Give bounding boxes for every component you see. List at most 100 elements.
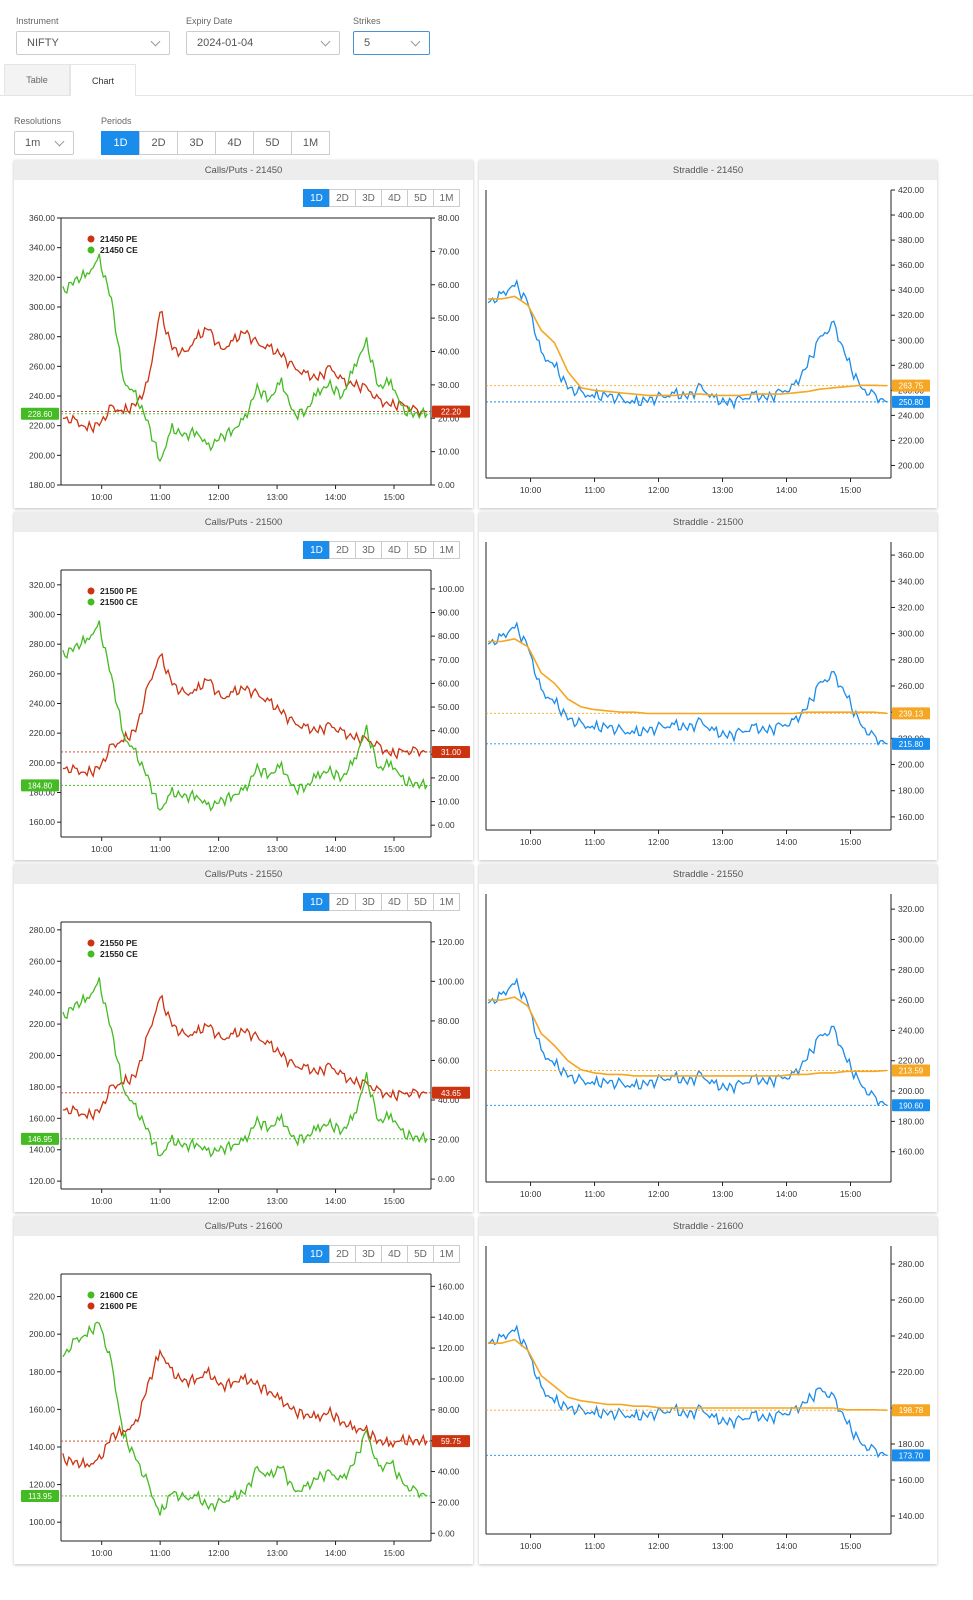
left-tick-label: 220.00	[29, 1019, 55, 1029]
last-value-label: 198.78	[899, 1406, 924, 1415]
x-tick-label: 13:00	[266, 844, 288, 854]
chart-period-3d-button[interactable]: 3D	[355, 893, 382, 911]
x-tick-label: 12:00	[208, 1548, 230, 1558]
x-tick-label: 13:00	[266, 492, 288, 502]
series-line-straddle	[487, 977, 888, 1107]
right-tick-label: 40.00	[438, 347, 460, 357]
last-value-badge	[892, 1449, 930, 1462]
instrument-group: Instrument NIFTY	[16, 16, 170, 55]
right-tick-label: 380.00	[898, 235, 924, 245]
chart-period-2d-button[interactable]: 2D	[329, 189, 356, 207]
left-tick-label: 160.00	[29, 1404, 55, 1414]
expiry-value: 2024-01-04	[197, 37, 254, 49]
legend-marker	[87, 598, 95, 606]
instrument-label: Instrument	[16, 16, 59, 26]
chart-svg: 10:00 11:00 12:00 13:00 14:00 15:00 160.00 180.…	[485, 542, 930, 847]
x-tick-label: 11:00	[584, 485, 605, 495]
x-tick-label: 14:00	[776, 1541, 798, 1551]
period-4d-button[interactable]: 4D	[215, 131, 254, 155]
last-value-label: 146.95	[28, 1135, 53, 1144]
calls-puts-panel: Calls/Puts - 21600 1D 2D 3D 4D 5D 1M 10:00 11:00…	[14, 1216, 473, 1564]
chart-period-1d-button[interactable]: 1D	[303, 189, 330, 207]
chevron-down-icon	[150, 36, 161, 46]
straddle-panel: Straddle - 21500 10:00 11:00 12:00 13:00 14:0…	[479, 512, 937, 860]
left-tick-label: 100.00	[29, 1517, 55, 1527]
left-tick-label: 140.00	[29, 1145, 55, 1155]
right-tick-label: 200.00	[898, 1086, 924, 1096]
left-tick-label: 320.00	[29, 272, 55, 282]
period-1d-button[interactable]: 1D	[101, 131, 140, 155]
chart-period-1m-button[interactable]: 1M	[433, 541, 460, 559]
period-3d-button[interactable]: 3D	[177, 131, 216, 155]
calls-puts-panel: Calls/Puts - 21550 1D 2D 3D 4D 5D 1M 10:00 11:00…	[14, 864, 473, 1212]
tab-chart[interactable]: Chart	[70, 64, 136, 96]
period-2d-button[interactable]: 2D	[139, 131, 178, 155]
strikes-group: Strikes 5	[353, 16, 430, 55]
right-tick-label: 160.00	[898, 1475, 924, 1485]
instrument-select[interactable]: NIFTY	[16, 31, 170, 55]
chart-period-1m-button[interactable]: 1M	[433, 1245, 460, 1263]
x-tick-label: 14:00	[325, 844, 347, 854]
period-1m-button[interactable]: 1M	[291, 131, 330, 155]
legend-marker	[87, 1291, 95, 1299]
x-tick-label: 11:00	[584, 1189, 605, 1199]
legend-label: 21450 PE	[100, 234, 138, 244]
last-value-label: 250.80	[899, 398, 924, 407]
chart-controls: Resolutions 1m Periods 1D 2D 3D 4D 5D 1M	[0, 112, 973, 158]
last-value-label: 22.20	[441, 408, 462, 417]
right-tick-label: 360.00	[898, 550, 924, 560]
left-tick-label: 240.00	[29, 699, 55, 709]
chart-title: Calls/Puts - 21500	[14, 512, 473, 532]
last-value-badge	[21, 779, 59, 792]
chart-period-4d-button[interactable]: 4D	[381, 189, 408, 207]
right-tick-label: 60.00	[438, 280, 460, 290]
right-tick-label: 160.00	[898, 812, 924, 822]
x-tick-label: 11:00	[150, 492, 171, 502]
right-tick-label: 240.00	[898, 410, 924, 420]
expiry-select[interactable]: 2024-01-04	[186, 31, 340, 55]
legend-marker	[87, 939, 95, 947]
chart-title: Calls/Puts - 21550	[14, 864, 473, 884]
tab-table[interactable]: Table	[4, 64, 70, 95]
chart-period-5d-button[interactable]: 5D	[407, 541, 434, 559]
x-tick-label: 12:00	[648, 1189, 670, 1199]
left-tick-label: 280.00	[29, 639, 55, 649]
x-tick-label: 13:00	[712, 837, 734, 847]
last-value-badge	[21, 407, 59, 420]
strikes-select[interactable]: 5	[353, 31, 430, 55]
last-value-badge	[892, 707, 930, 720]
left-tick-label: 260.00	[29, 956, 55, 966]
chart-period-1m-button[interactable]: 1M	[433, 189, 460, 207]
x-tick-label: 15:00	[840, 1541, 862, 1551]
resolution-select[interactable]: 1m	[14, 131, 74, 155]
resolution-value: 1m	[25, 137, 41, 149]
left-tick-label: 340.00	[29, 243, 55, 253]
last-value-badge	[432, 745, 470, 758]
legend-marker	[87, 235, 95, 243]
x-tick-label: 10:00	[91, 1548, 113, 1558]
strikes-label: Strikes	[353, 16, 381, 26]
period-5d-button[interactable]: 5D	[253, 131, 292, 155]
x-tick-label: 11:00	[150, 1196, 171, 1206]
series-line-vwap	[488, 295, 887, 397]
left-tick-label: 360.00	[29, 213, 55, 223]
x-tick-label: 14:00	[325, 492, 347, 502]
right-tick-label: 280.00	[898, 1259, 924, 1269]
x-tick-label: 12:00	[208, 492, 230, 502]
chart-period-buttons: 1D 2D 3D 4D 5D 1M	[303, 189, 460, 207]
chart-period-5d-button[interactable]: 5D	[407, 1245, 434, 1263]
chart-period-1m-button[interactable]: 1M	[433, 893, 460, 911]
resolutions-label: Resolutions	[14, 116, 62, 126]
right-tick-label: 40.00	[438, 1095, 460, 1105]
legend-label: 21500 CE	[100, 597, 138, 607]
series-line-pe	[62, 652, 428, 778]
left-tick-label: 200.00	[29, 1051, 55, 1061]
right-tick-label: 90.00	[438, 608, 460, 618]
left-tick-label: 220.00	[29, 1292, 55, 1302]
last-value-badge	[21, 1132, 59, 1145]
chart-title: Straddle - 21600	[479, 1216, 937, 1236]
x-tick-label: 14:00	[776, 1189, 798, 1199]
chart-period-4d-button[interactable]: 4D	[381, 541, 408, 559]
right-tick-label: 340.00	[898, 576, 924, 586]
view-tabs: Table Chart	[0, 64, 973, 96]
